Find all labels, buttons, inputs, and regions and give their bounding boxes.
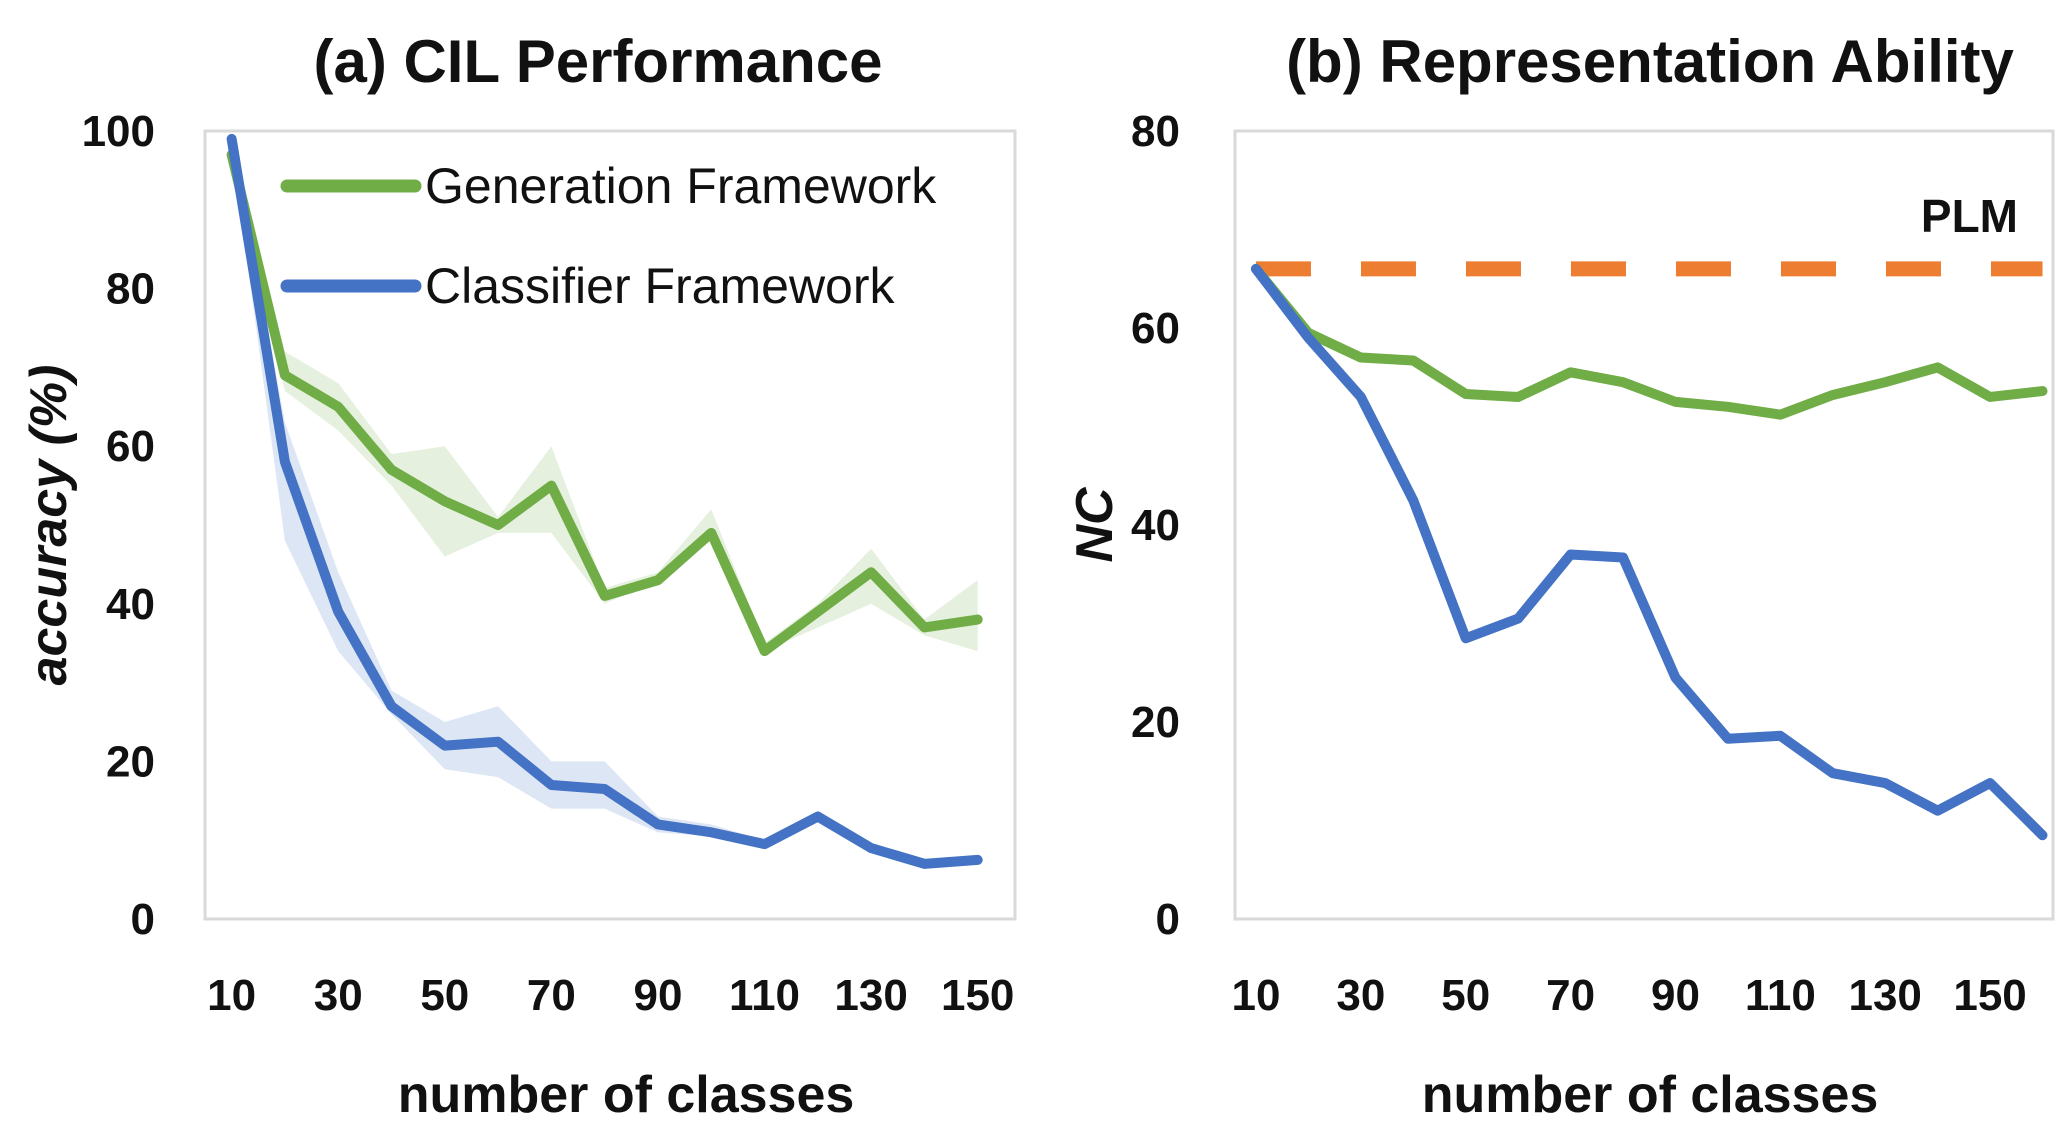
x-tick-label: 10 (207, 971, 256, 1020)
panel-a-legend: Generation Framework Classifier Framewor… (280, 158, 937, 314)
y-tick-label: 100 (82, 107, 155, 156)
y-tick-label: 0 (1156, 895, 1180, 944)
legend-label-generation: Generation Framework (425, 158, 937, 214)
series-band-1 (231, 134, 978, 868)
x-tick-label: 30 (1336, 971, 1385, 1020)
panel-b-x-axis-label: number of classes (1422, 1066, 1879, 1124)
panel-a-lines (226, 133, 983, 869)
y-tick-label: 60 (1131, 304, 1180, 353)
x-tick-label: 130 (1848, 971, 1921, 1020)
y-tick-label: 60 (106, 422, 155, 471)
legend-label-classifier: Classifier Framework (425, 258, 896, 314)
panel-a-y-ticks: 0 20 40 60 80 100 (82, 107, 155, 944)
x-tick-label: 110 (1745, 971, 1816, 1020)
x-tick-label: 10 (1231, 971, 1280, 1020)
x-tick-label: 150 (941, 971, 1014, 1020)
x-tick-label: 70 (527, 971, 576, 1020)
panel-a-x-axis-label: number of classes (398, 1066, 855, 1124)
series-line-1 (1250, 263, 2048, 841)
x-tick-label: 130 (834, 971, 907, 1020)
x-tick-label: 50 (420, 971, 469, 1020)
x-tick-label: 30 (314, 971, 363, 1020)
y-tick-label: 0 (131, 895, 155, 944)
panel-a-y-axis-label: accuracy (%) (20, 365, 78, 686)
y-tick-label: 20 (1131, 698, 1180, 747)
plm-label: PLM (1921, 190, 2018, 242)
x-tick-label: 90 (1651, 971, 1700, 1020)
x-tick-label: 50 (1441, 971, 1490, 1020)
panel-b-x-ticks: 10 30 50 70 90 110 130 150 (1231, 971, 2026, 1020)
panel-b-title: (b) Representation Ability (1286, 28, 2014, 95)
panel-a-plot-frame (203, 129, 1017, 921)
panel-a-title: (a) CIL Performance (313, 28, 882, 95)
panel-a-bands (231, 134, 978, 868)
x-tick-label: 70 (1546, 971, 1595, 1020)
y-tick-label: 40 (1131, 501, 1180, 550)
y-tick-label: 80 (106, 265, 155, 314)
x-tick-label: 90 (633, 971, 682, 1020)
panel-a-x-ticks: 10 30 50 70 90 110 130 150 (207, 971, 1014, 1020)
panel-b-y-axis-label: NC (1066, 486, 1124, 563)
panel-cil-performance: (a) CIL Performance 0 20 40 60 80 100 10 30 50 7… (20, 28, 1017, 1124)
y-tick-label: 40 (106, 580, 155, 629)
panel-b-lines (1250, 263, 2048, 841)
series-line-0 (226, 149, 983, 657)
panel-b-plot-frame (1233, 129, 2055, 921)
x-tick-label: 150 (1953, 971, 2026, 1020)
panel-b-y-ticks: 0 20 40 60 80 (1131, 107, 1180, 944)
x-tick-label: 110 (729, 971, 800, 1020)
panel-representation-ability: (b) Representation Ability 0 20 40 60 80 10 3… (1066, 28, 2055, 1124)
y-tick-label: 20 (106, 737, 155, 786)
series-line-0 (1250, 263, 2048, 420)
series-line-1 (226, 133, 983, 869)
y-tick-label: 80 (1131, 107, 1180, 156)
